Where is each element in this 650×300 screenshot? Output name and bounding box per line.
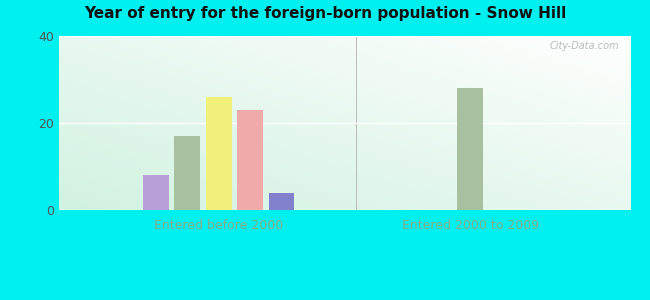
Bar [174, 136, 200, 210]
Bar [206, 97, 231, 210]
Bar [143, 175, 168, 210]
Bar [237, 110, 263, 210]
Text: Entered 2000 to 2009: Entered 2000 to 2009 [402, 219, 539, 232]
Bar [458, 88, 483, 210]
Text: City-Data.com: City-Data.com [549, 41, 619, 51]
Bar [268, 193, 294, 210]
Text: Entered before 2000: Entered before 2000 [154, 219, 283, 232]
Text: Year of entry for the foreign-born population - Snow Hill: Year of entry for the foreign-born popul… [84, 6, 566, 21]
